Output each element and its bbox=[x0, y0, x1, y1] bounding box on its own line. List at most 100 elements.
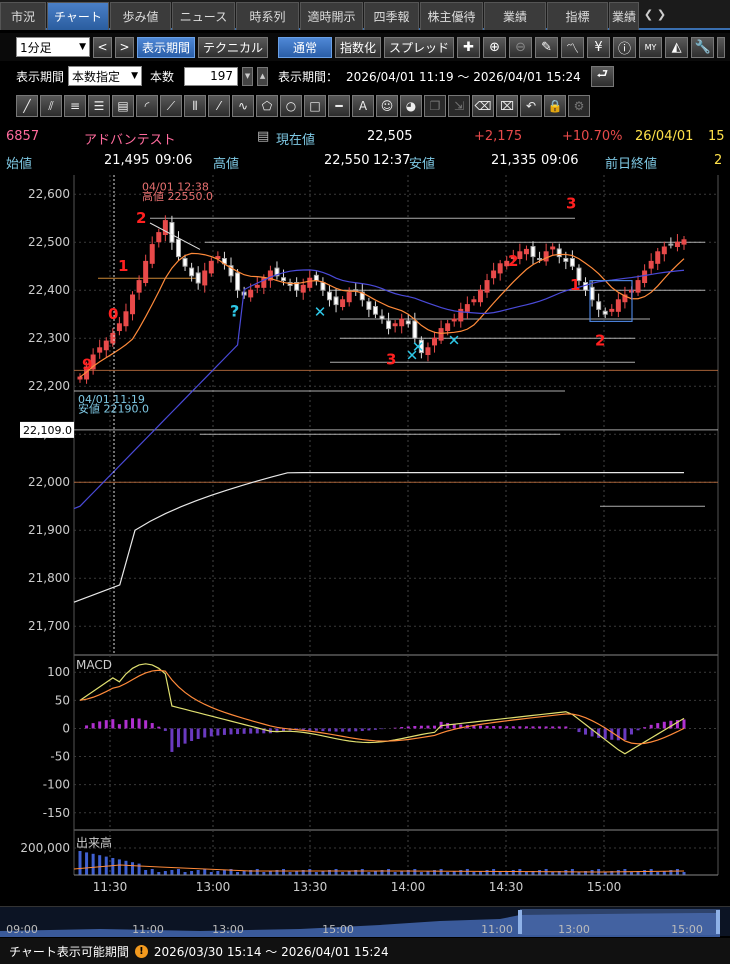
macd-histogram-bar bbox=[557, 726, 561, 729]
cycle-icon[interactable]: ∿ bbox=[232, 95, 254, 117]
volume-bar bbox=[400, 871, 404, 875]
tab-4[interactable]: 時系列 bbox=[236, 2, 299, 30]
copy-icon[interactable]: ❐ bbox=[424, 95, 446, 117]
macd-axis-label: -150 bbox=[43, 806, 70, 820]
tab-0[interactable]: 市況 bbox=[0, 2, 46, 30]
period-button[interactable]: 表示期間 bbox=[137, 36, 196, 58]
macd-histogram-bar bbox=[104, 720, 108, 729]
count-down-icon[interactable]: ▼ bbox=[242, 66, 254, 86]
price-chart[interactable]: 21,70021,80021,90022,00022,10022,20022,3… bbox=[0, 175, 730, 905]
time-axis-label: 14:30 bbox=[489, 880, 524, 894]
tab-9[interactable]: 指標 bbox=[547, 2, 608, 30]
tab-3[interactable]: ニュース bbox=[172, 2, 235, 30]
my-chart-icon[interactable]: MY bbox=[639, 36, 663, 58]
interval-select[interactable]: 1分足 ▼ bbox=[16, 37, 90, 57]
period-mode-value: 本数指定 bbox=[72, 69, 121, 84]
macd-histogram-bar bbox=[367, 728, 371, 731]
gann-icon[interactable]: ⟋ bbox=[160, 95, 182, 117]
hline-icon[interactable]: ━ bbox=[328, 95, 350, 117]
next-button[interactable]: > bbox=[115, 36, 134, 58]
tab-1[interactable]: チャート bbox=[47, 2, 109, 30]
candle-body bbox=[320, 282, 326, 291]
count-input[interactable]: 197 bbox=[184, 66, 239, 86]
tab-5[interactable]: 適時開示 bbox=[300, 2, 363, 30]
candle-body bbox=[313, 274, 319, 282]
tab-2[interactable]: 歩み値 bbox=[110, 2, 171, 30]
fibonacci-icon[interactable]: ▤ bbox=[112, 95, 134, 117]
prev-button[interactable]: < bbox=[93, 36, 112, 58]
yen-icon[interactable]: ¥ bbox=[587, 36, 611, 58]
text-icon[interactable]: A bbox=[352, 95, 374, 117]
tab-scroll-left-icon[interactable]: ❮ bbox=[643, 7, 654, 21]
vertical-lines-icon[interactable]: ⦀ bbox=[184, 95, 206, 117]
macd-histogram-bar bbox=[538, 726, 542, 729]
index-mode-button[interactable]: 指数化 bbox=[335, 36, 382, 58]
zoom-in-icon[interactable]: ⊕ bbox=[483, 36, 507, 58]
navigator-tick: 11:00 bbox=[132, 923, 164, 936]
normal-mode-button[interactable]: 通常 bbox=[278, 36, 333, 58]
circle-icon[interactable]: ○ bbox=[280, 95, 302, 117]
line-icon[interactable]: ╱ bbox=[16, 95, 38, 117]
gear-icon[interactable]: ⚙ bbox=[568, 95, 590, 117]
lock-icon[interactable]: 🔒 bbox=[544, 95, 566, 117]
tab-scroll: ❮ ❯ bbox=[642, 0, 668, 28]
candle-body bbox=[294, 282, 300, 291]
open-label: 始値 bbox=[6, 157, 33, 172]
volume-bar bbox=[472, 872, 476, 875]
info-icon[interactable]: ⓘ bbox=[613, 36, 637, 58]
document-icon[interactable]: ▤ bbox=[257, 129, 270, 144]
eraser-all-icon[interactable]: ⌧ bbox=[496, 95, 518, 117]
tab-bar: 市況 チャート 歩み値 ニュース 時系列 適時開示 四季報 株主優待 業績 指標 業績 ❮ ❯ bbox=[0, 0, 730, 30]
pentagon-icon[interactable]: ⬠ bbox=[256, 95, 278, 117]
candle-body bbox=[458, 308, 464, 322]
undo-icon[interactable]: ↶ bbox=[520, 95, 542, 117]
tab-8[interactable]: 業績 bbox=[484, 2, 546, 30]
technical-button[interactable]: テクニカル bbox=[198, 36, 269, 58]
settings-wrench-icon[interactable]: 🔧 bbox=[691, 36, 715, 58]
macd-histogram-bar bbox=[98, 721, 102, 729]
tab-scroll-right-icon[interactable]: ❯ bbox=[656, 7, 667, 21]
candle-body bbox=[418, 339, 424, 354]
candle-body bbox=[169, 222, 175, 243]
rectangle-icon[interactable]: □ bbox=[304, 95, 326, 117]
macd-histogram-bar bbox=[426, 725, 430, 729]
spread-mode-button[interactable]: スプレッド bbox=[384, 36, 455, 58]
period-mode-select[interactable]: 本数指定 ▼ bbox=[68, 66, 143, 86]
overview-navigator[interactable]: 09:00 11:00 13:00 15:00 11:00 13:00 15:00 bbox=[0, 906, 730, 937]
candle-body bbox=[504, 260, 510, 267]
crosshair-icon[interactable]: ✚ bbox=[457, 36, 481, 58]
tab-6[interactable]: 四季報 bbox=[364, 2, 419, 30]
macd-histogram-bar bbox=[531, 726, 535, 729]
more-icon[interactable] bbox=[717, 36, 726, 58]
time-axis-label: 13:30 bbox=[293, 880, 328, 894]
volume-bar bbox=[459, 870, 463, 875]
tab-7[interactable]: 株主優待 bbox=[420, 2, 483, 30]
zoom-out-icon[interactable]: ⊖ bbox=[509, 36, 533, 58]
macd-histogram-bar bbox=[111, 719, 115, 729]
macd-histogram-bar bbox=[629, 728, 633, 735]
high-annotation-time: 04/01 12:38 bbox=[142, 180, 209, 193]
parallel-lines-icon[interactable]: ≡ bbox=[64, 95, 86, 117]
volume-bar bbox=[492, 869, 496, 875]
refresh-icon[interactable]: ⮐ bbox=[590, 65, 614, 87]
ray-icon[interactable]: ⁄ bbox=[208, 95, 230, 117]
volume-bar bbox=[249, 870, 253, 875]
tab-10[interactable]: 業績 bbox=[609, 2, 639, 30]
count-up-icon[interactable]: ▲ bbox=[257, 66, 269, 86]
fan-icon[interactable]: ◜ bbox=[136, 95, 158, 117]
area-chart-icon[interactable]: ◭ bbox=[665, 36, 689, 58]
candle-body bbox=[123, 311, 129, 327]
emoji-icon[interactable]: ☺ bbox=[376, 95, 398, 117]
navigator-handle-right bbox=[716, 910, 720, 934]
stamp-icon[interactable]: ◕ bbox=[400, 95, 422, 117]
price-change: +2,175 bbox=[474, 129, 523, 144]
pencil-icon[interactable]: ✎ bbox=[535, 36, 559, 58]
candle-body bbox=[392, 323, 398, 327]
eraser-icon[interactable]: ⌫ bbox=[472, 95, 494, 117]
volume-bar bbox=[282, 869, 286, 875]
volume-bar bbox=[610, 871, 614, 875]
move-icon[interactable]: ⇲ bbox=[448, 95, 470, 117]
trend-icon[interactable]: 〽 bbox=[561, 36, 585, 58]
channel-icon[interactable]: ⫽ bbox=[40, 95, 62, 117]
horizontal-lines-icon[interactable]: ☰ bbox=[88, 95, 110, 117]
